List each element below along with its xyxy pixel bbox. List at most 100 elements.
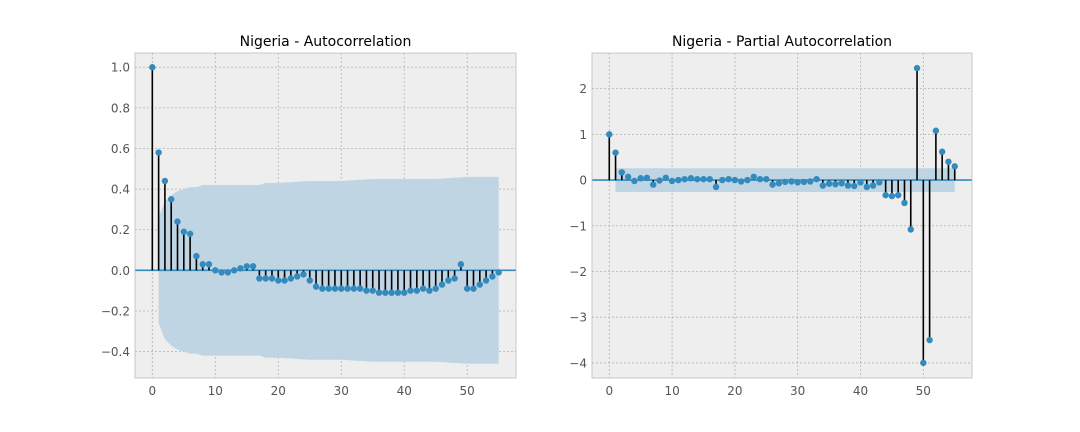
acf-point: [224, 269, 232, 276]
pacf-y-tick-label: −2: [569, 265, 587, 279]
acf-point: [149, 64, 156, 71]
acf-point: [476, 281, 483, 288]
pacf-point: [656, 177, 663, 184]
pacf-point: [913, 64, 921, 72]
acf-point: [407, 287, 414, 294]
acf-point: [489, 273, 496, 280]
acf-x-tick-label: 50: [460, 384, 475, 398]
pacf-point: [769, 181, 776, 188]
acf-point: [413, 287, 421, 294]
pacf-point: [763, 175, 770, 183]
pacf-point: [700, 175, 707, 183]
pacf-point: [637, 175, 644, 182]
acf-y-tick-label: 0.6: [111, 142, 130, 156]
pacf-y-tick-label: 0: [579, 174, 587, 188]
pacf-point: [800, 178, 808, 186]
pacf-point: [920, 359, 927, 367]
pacf-point: [838, 180, 845, 187]
acf-point: [275, 277, 282, 284]
pacf-point: [643, 174, 651, 181]
pacf-point: [662, 174, 670, 181]
acf-point: [268, 275, 276, 282]
acf-point: [312, 283, 320, 290]
pacf-point: [606, 131, 613, 138]
acf-point: [300, 271, 307, 278]
pacf-y-tick-label: −1: [569, 219, 587, 233]
pacf-point: [951, 163, 958, 170]
acf-point: [375, 289, 383, 296]
pacf-point: [624, 173, 632, 181]
pacf-point: [938, 148, 946, 155]
acf-point: [161, 177, 169, 185]
pacf-point: [731, 176, 739, 184]
pacf-chart: 0 10 20 30 40 50 −4 −3 −2 −1 0 1 2 Nigeria - Partial …: [569, 34, 973, 398]
acf-y-tick-label: −0.2: [101, 304, 130, 318]
pacf-point: [819, 182, 827, 189]
acf-point: [438, 281, 446, 288]
pacf-point: [844, 182, 852, 189]
pacf-point: [694, 175, 701, 183]
acf-point: [287, 275, 295, 282]
pacf-point: [719, 176, 726, 184]
acf-x-tick-label: 40: [397, 384, 412, 398]
acf-point: [155, 149, 162, 156]
pacf-point: [687, 175, 695, 182]
pacf-y-tick-label: −3: [569, 311, 587, 325]
pacf-point: [863, 183, 870, 191]
pacf-point: [794, 179, 801, 186]
pacf-point: [851, 182, 858, 190]
acf-point: [363, 287, 370, 294]
pacf-point: [612, 149, 619, 156]
pacf-point: [932, 127, 940, 134]
pacf-point: [926, 336, 933, 344]
acf-y-tick-label: 0.0: [111, 264, 130, 278]
pacf-y-tick-label: 1: [579, 128, 587, 142]
acf-y-tick-label: 0.2: [111, 223, 130, 237]
acf-point: [482, 277, 490, 284]
acf-point: [457, 261, 465, 268]
acf-point: [256, 275, 263, 282]
pacf-point: [882, 191, 889, 199]
acf-point: [193, 252, 200, 260]
acf-point: [338, 285, 345, 292]
pacf-point: [813, 175, 820, 183]
pacf-axes-frame: [591, 52, 973, 379]
acf-x-tick-label: 10: [208, 384, 223, 398]
pacf-point: [744, 176, 751, 184]
acf-point: [262, 275, 269, 282]
acf-point: [432, 285, 439, 292]
acf-point: [319, 285, 326, 292]
acf-point: [426, 287, 433, 294]
acf-point: [174, 218, 181, 225]
pacf-point: [756, 175, 764, 183]
acf-point: [495, 269, 502, 276]
pacf-point: [894, 191, 902, 199]
acf-point: [168, 196, 175, 203]
acf-point: [212, 267, 219, 274]
acf-point: [306, 277, 313, 284]
pacf-point: [675, 176, 682, 184]
pacf-point: [876, 179, 883, 186]
pacf-point: [750, 173, 757, 181]
pacf-point: [945, 158, 952, 165]
pacf-point: [857, 179, 864, 186]
pacf-x-tick-label: 0: [605, 384, 613, 398]
acf-point: [325, 285, 332, 292]
pacf-point: [706, 175, 713, 183]
acf-point: [463, 285, 471, 292]
acf-point: [419, 285, 427, 292]
pacf-point: [781, 178, 789, 186]
acf-point: [218, 269, 225, 276]
acf-point: [451, 275, 458, 282]
acf-chart: 0 10 20 30 40 50 −0.4 −0.2 0.0 0.2 0.4 0.6 0.8 1.0 Nig…: [101, 34, 517, 398]
acf-axes-frame: [134, 52, 517, 379]
acf-y-tick-label: 0.4: [111, 183, 130, 197]
acf-point: [394, 289, 402, 296]
acf-y-tick-label: 0.8: [111, 101, 130, 115]
pacf-point: [618, 169, 626, 176]
pacf-point: [907, 226, 914, 233]
pacf-point: [825, 180, 833, 187]
pacf-x-tick-label: 50: [916, 384, 931, 398]
pacf-point: [737, 178, 745, 185]
acf-point: [199, 261, 206, 268]
